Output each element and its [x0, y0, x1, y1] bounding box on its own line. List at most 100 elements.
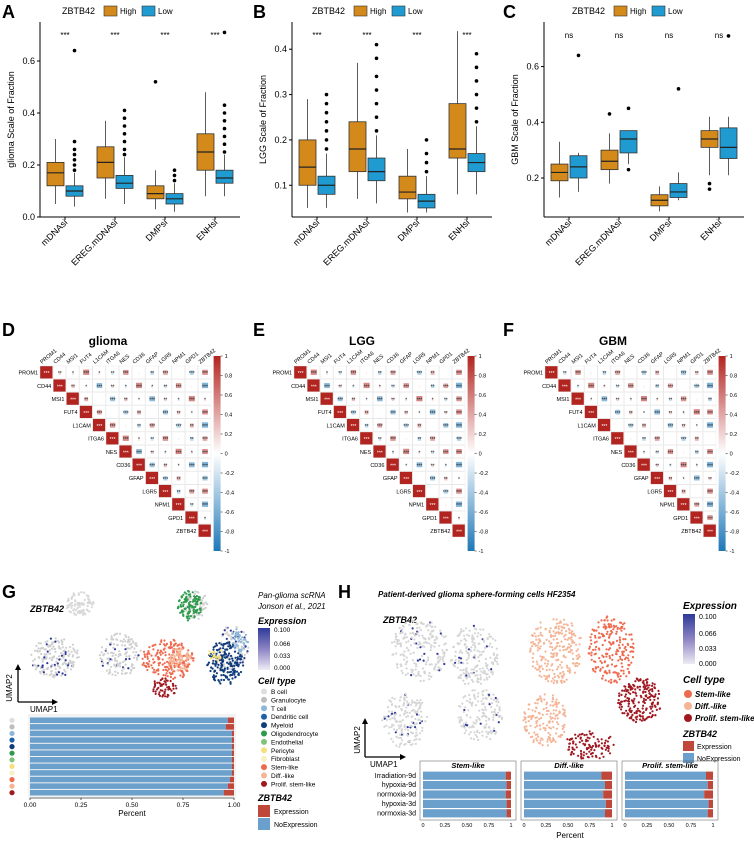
umap-cell [493, 729, 496, 732]
umap-cell [555, 705, 558, 708]
g-title-1: Pan-glioma scRNA [258, 591, 326, 600]
umap-cell [527, 708, 530, 711]
umap-cell [43, 648, 46, 651]
bar-expression [704, 790, 713, 799]
celltype-label: B cell [271, 689, 287, 696]
umap-cell [403, 650, 406, 653]
umap-cell [219, 649, 222, 652]
outlier-point [222, 111, 227, 115]
correlation-colorbar [718, 356, 726, 551]
bar-noexpression [423, 771, 506, 780]
heatmap-cell [293, 365, 307, 379]
umap-cell [610, 629, 613, 633]
heatmap-mark [707, 488, 713, 494]
umap-cell [478, 660, 481, 663]
umap-cell [402, 624, 405, 628]
umap-cell [638, 685, 642, 688]
significance-mark: *** [390, 464, 396, 470]
row-celltype-dot [9, 744, 15, 750]
umap-cell [78, 601, 81, 605]
umap-cell [594, 670, 597, 673]
umap-cell [485, 689, 488, 692]
umap-cell [416, 710, 419, 713]
heatmap-mark [706, 461, 714, 468]
umap-cell [413, 638, 416, 641]
umap-cell [199, 602, 203, 605]
significance-mark: *** [416, 371, 422, 377]
legend-high-swatch [103, 5, 118, 17]
umap-cell [170, 689, 173, 692]
significance-mark: * [405, 398, 407, 404]
umap-cell [153, 668, 156, 671]
umap-cell [215, 644, 218, 647]
umap-cell [146, 652, 149, 655]
umap-cell [42, 673, 46, 676]
umap-cell [392, 724, 395, 727]
umap-cell [172, 684, 175, 688]
umap-cell [227, 634, 230, 637]
colorbar-tick-label: -1 [225, 549, 230, 555]
umap-cell [602, 655, 605, 659]
umap-cell [454, 650, 457, 654]
umap-cell [132, 656, 136, 659]
umap-cell [587, 746, 590, 750]
umap-cell [588, 750, 591, 753]
umap-cell [176, 659, 179, 662]
significance-mark: ** [378, 371, 382, 377]
umap-cell [403, 658, 406, 661]
umap-cell [130, 638, 133, 641]
umap-cell [632, 650, 635, 653]
significance-mark: *** [176, 450, 182, 456]
umap-cell [53, 648, 56, 651]
umap-cell [565, 623, 568, 626]
umap-cell [626, 642, 629, 645]
significance-mark: ** [431, 450, 435, 456]
umap-cell [152, 690, 155, 693]
umap-cell [607, 623, 611, 626]
umap-cell [569, 650, 572, 654]
umap-cell [185, 658, 188, 661]
significance-label: *** [110, 31, 119, 40]
h-legend-prolif-dot [684, 714, 692, 722]
umap-cell [606, 630, 609, 633]
umap-cell [196, 603, 199, 606]
umap-cell [242, 631, 245, 634]
significance-mark: ** [365, 424, 369, 430]
celltype-label: Dendritic cell [271, 714, 309, 721]
heatmap-mark [72, 371, 74, 375]
umap-cell [78, 605, 81, 608]
umap-cell [615, 653, 618, 656]
umap-cell [164, 677, 167, 680]
umap-cell [603, 623, 606, 626]
umap-cell [473, 731, 476, 734]
umap-cell [615, 671, 618, 675]
umap-cell [159, 679, 162, 682]
significance-mark: *** [311, 384, 317, 390]
umap-cell [414, 634, 417, 637]
umap-cell [567, 627, 571, 630]
umap-cell [431, 635, 435, 638]
umap-cell [233, 647, 237, 650]
column-label: GPD1 [439, 351, 454, 365]
umap-cell [495, 700, 498, 703]
umap-cell [385, 724, 388, 727]
umap-cell [57, 645, 61, 648]
umap-cell [556, 644, 559, 648]
umap-cell [485, 697, 488, 701]
umap-cell [421, 622, 424, 625]
row-celltype-dot [9, 737, 15, 743]
significance-mark: * [178, 398, 180, 404]
umap-cell [191, 657, 194, 660]
significance-mark: * [405, 464, 407, 470]
umap-cell [45, 643, 48, 646]
significance-mark: *** [430, 477, 436, 483]
umap-cell [42, 668, 45, 672]
umap-cell [485, 723, 488, 726]
umap-cell [387, 715, 390, 718]
heatmap-mark [378, 384, 381, 388]
umap-cell [412, 673, 415, 676]
umap-cell [640, 719, 644, 722]
heatmap-mark [656, 398, 659, 402]
umap-cell [642, 691, 645, 694]
umap-cell [630, 661, 633, 664]
